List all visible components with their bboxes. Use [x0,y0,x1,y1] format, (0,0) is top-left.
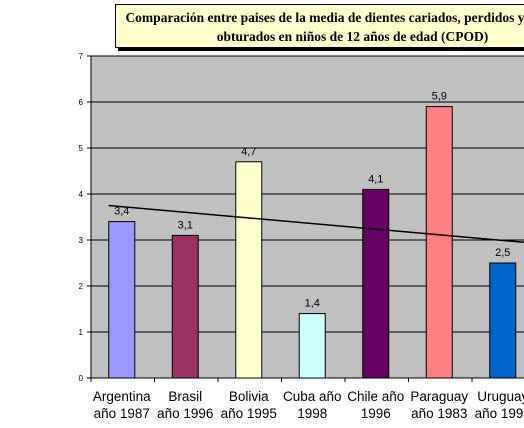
x-tick-label: Uruguay [477,389,524,404]
x-tick-label: Brasil [168,389,202,404]
x-tick-label: 1998 [297,406,327,421]
x-tick-label: año 1996 [157,406,213,421]
bar [298,313,326,379]
data-label: 4,1 [368,173,383,185]
y-tick-label: 4 [79,190,84,199]
chart-title-line-1: Comparación entre paises de la media de … [125,10,524,25]
data-label: 3,1 [178,219,193,231]
trendline [108,204,524,244]
bar [171,234,199,379]
x-tick-label: Argentina [93,389,151,404]
y-tick-label: 5 [79,144,84,153]
data-label: 1,4 [305,298,320,310]
data-label: 4,7 [241,146,256,158]
chart-title: Comparación entre paises de la media de … [115,4,524,48]
y-tick-label: 6 [79,98,84,107]
data-label: 3,4 [114,206,129,218]
x-tick-label: 1996 [361,406,391,421]
y-tick-label: 7 [79,52,84,61]
y-tick-label: 2 [79,282,84,291]
y-tick-label: 3 [79,236,84,245]
data-label: 2,5 [495,247,510,259]
bar [425,106,453,379]
x-tick-label: Cuba año [283,389,342,404]
bar [108,221,136,379]
x-tick-label: año 1987 [94,406,150,421]
chart-title-line-2: obturados en niños de 12 años de edad (C… [216,29,489,44]
bar [362,188,390,379]
x-tick-label: año 1983 [411,406,467,421]
y-tick-label: 1 [79,328,84,337]
x-tick-label: año 1995 [221,406,277,421]
bar [235,161,263,379]
y-tick-label: 0 [79,374,84,383]
data-label: 5,9 [432,91,447,103]
x-tick-label: Bolivia [229,389,269,404]
bar [489,262,517,379]
x-tick-label: año 1999 [475,406,524,421]
x-tick-label: Paraguay [410,389,468,404]
x-tick-label: Chile año [347,389,404,404]
